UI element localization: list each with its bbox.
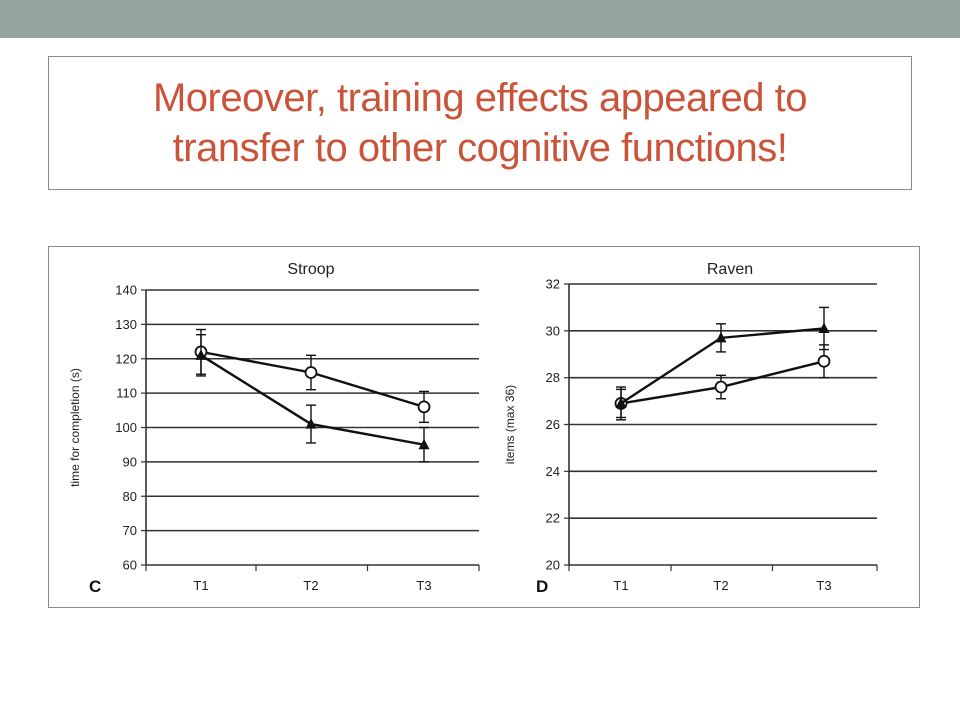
top-accent-bar (0, 0, 960, 38)
chart-raven: Raven 20 22 24 26 28 30 32 T1 T2 T3 items (max 36) D (503, 261, 878, 596)
data-point (195, 349, 207, 360)
y-tick-label: 30 (546, 323, 560, 338)
data-point (615, 397, 627, 408)
chart-title: Stroop (287, 261, 334, 278)
y-tick-label: 120 (115, 351, 137, 366)
x-tick-label: T3 (416, 578, 431, 593)
data-point (305, 418, 317, 429)
y-tick-label: 32 (546, 277, 560, 292)
y-tick-label: 80 (123, 489, 137, 504)
series-triangle-filled (195, 333, 430, 463)
chart-stroop: Stroop 60 70 80 90 100 110 120 130 140 T1 T2 T3 time … (68, 261, 480, 596)
y-tick-label: 20 (546, 558, 560, 573)
data-point (715, 331, 727, 343)
data-point (304, 366, 318, 379)
slide-title: Moreover, training effects appeared to t… (152, 76, 808, 170)
figure-panel: Stroop 60 70 80 90 100 110 120 130 140 T1 T2 T3 time … (48, 246, 920, 608)
y-tick-label: 22 (546, 511, 560, 526)
title-box: Moreover, training effects appeared to t… (48, 56, 912, 190)
data-point (418, 438, 430, 450)
y-tick-label: 100 (115, 420, 137, 435)
x-tick-label: T2 (713, 578, 728, 593)
y-axis-label: time for completion (s) (68, 368, 82, 487)
series-triangle-filled (615, 306, 830, 419)
charts-svg: Stroop 60 70 80 90 100 110 120 130 140 T1 T2 T3 time … (68, 261, 878, 596)
panel-label: C (89, 577, 101, 596)
data-point (417, 400, 431, 414)
series-line (200, 350, 425, 409)
y-axis-label: items (max 36) (503, 385, 517, 464)
series-circle-open (194, 328, 431, 424)
y-tick-label: 130 (115, 317, 137, 332)
y-tick-label: 28 (546, 370, 560, 385)
y-tick-label: 60 (123, 558, 137, 573)
x-tick-label: T1 (613, 578, 628, 593)
x-tick-label: T2 (303, 578, 318, 593)
data-point (818, 322, 830, 333)
panel-label: D (536, 577, 548, 596)
y-tick-label: 110 (116, 386, 137, 401)
y-tick-label: 26 (546, 417, 560, 432)
x-tick-label: T3 (816, 578, 831, 593)
data-point (817, 354, 831, 368)
y-tick-label: 90 (123, 454, 137, 469)
series-circle-open (614, 344, 831, 421)
y-tick-label: 24 (546, 464, 560, 479)
y-tick-label: 70 (123, 523, 137, 538)
y-tick-label: 140 (115, 283, 137, 298)
x-tick-label: T1 (193, 578, 208, 593)
chart-title: Raven (707, 261, 753, 278)
data-point (714, 380, 728, 394)
